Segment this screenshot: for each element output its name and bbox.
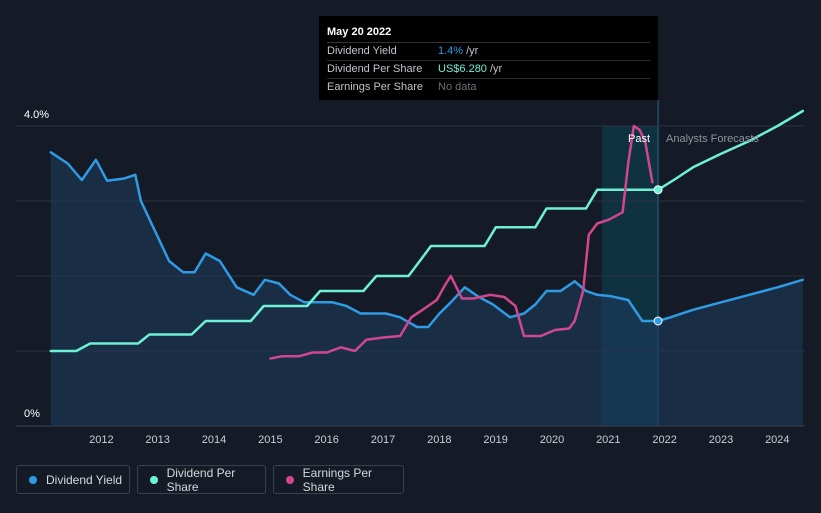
tooltip-date: May 20 2022 [327,24,650,43]
tooltip-unit: /yr [489,63,503,75]
tooltip-value: 1.4% [438,45,464,57]
forecast-label: Analysts Forecasts [666,133,759,145]
legend-dot-icon [29,475,37,484]
tooltip-label: Dividend Per Share [327,63,423,75]
tooltip-row-dividend-per-share: Dividend Per Share US$6.280 /yr [327,61,650,79]
legend-dot-icon [150,475,158,484]
series-area-dividend-yield [50,152,803,427]
legend-dot-icon [286,475,294,484]
legend-dividend-per-share[interactable]: Dividend Per Share [137,465,266,494]
series-line-earnings-per-share [269,124,654,360]
series-line-dividend-per-share [49,109,805,353]
x-tick-label: 2017 [371,434,395,446]
past-label: Past [628,133,650,145]
x-tick-label: 2014 [202,434,226,446]
legend-label: Earnings Per Share [302,465,373,494]
legend-label: Dividend Yield [46,472,123,487]
tooltip-value: No data [438,81,477,93]
x-tick-label: 2012 [89,434,113,446]
tooltip-row-earnings-per-share: Earnings Per Share No data [327,79,650,96]
x-tick-label: 2023 [709,434,733,446]
point-marker [653,316,663,326]
series-line-dividend-yield [49,151,805,329]
x-tick-label: 2024 [765,434,789,446]
tooltip-row-dividend-yield: Dividend Yield 1.4% /yr [327,43,650,61]
x-tick-label: 2020 [540,434,564,446]
x-tick-label: 2022 [652,434,676,446]
x-tick-label: 2021 [596,434,620,446]
legend-earnings-per-share[interactable]: Earnings Per Share [273,465,404,494]
x-tick-label: 2015 [258,434,282,446]
y-tick-label: 0% [24,408,40,420]
x-tick-label: 2018 [427,434,451,446]
x-tick-label: 2019 [483,434,507,446]
tooltip: May 20 2022 Dividend Yield 1.4% /yr Divi… [319,16,658,100]
x-tick-label: 2013 [145,434,169,446]
legend-dividend-yield[interactable]: Dividend Yield [16,465,130,494]
tooltip-label: Dividend Yield [327,45,397,57]
x-tick-label: 2016 [314,434,338,446]
y-tick-label: 4.0% [24,109,49,121]
tooltip-label: Earnings Per Share [327,81,423,93]
tooltip-unit: /yr [466,45,479,57]
tooltip-value: US$6.280 [438,63,487,75]
legend-label: Dividend Per Share [166,465,236,494]
point-marker [653,185,663,195]
